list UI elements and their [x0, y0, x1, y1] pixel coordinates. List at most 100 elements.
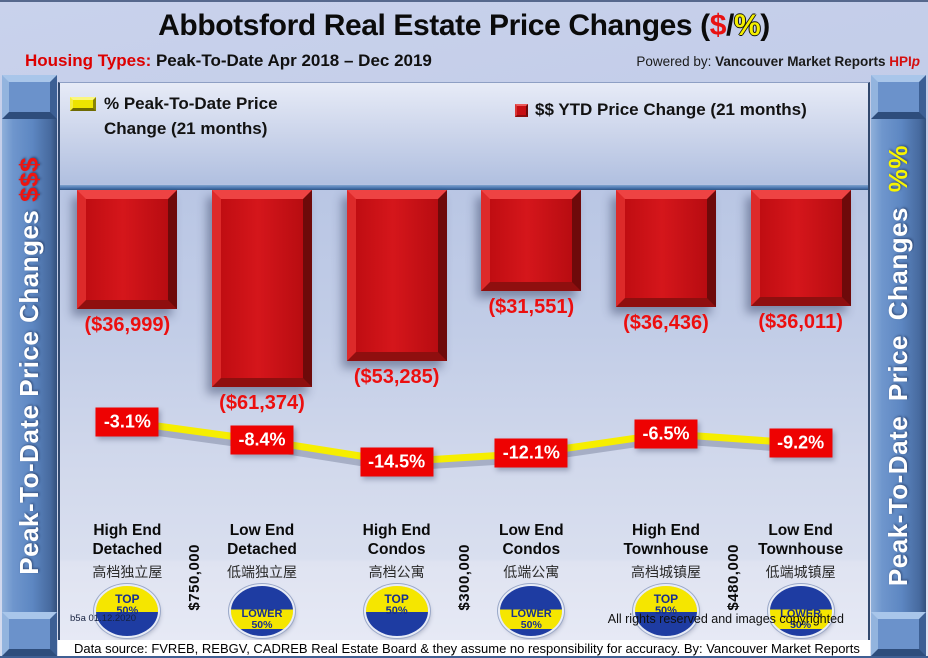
badge-text: 50% — [251, 618, 273, 631]
date-range-text: Peak-To-Date Apr 2018 – Dec 2019 — [151, 51, 432, 70]
percent-point-label: -6.5% — [634, 419, 698, 449]
datasource-text: Data source: FVREB, REBGV, CADREB Real E… — [74, 640, 860, 656]
percent-point-label: -12.1% — [494, 438, 568, 468]
datasource-strip: Data source: FVREB, REBGV, CADREB Real E… — [58, 640, 870, 656]
percent-point-label: -8.4% — [230, 425, 294, 455]
brand-hpi: HPI — [889, 54, 912, 69]
bar-value-label: ($31,551) — [488, 296, 575, 318]
lower-50-badge: LOWER 50% — [769, 585, 832, 636]
bar-value-label: ($53,285) — [353, 366, 440, 388]
top-50-badge: TOP 50% — [634, 585, 697, 636]
percent-series-swatch-icon — [70, 97, 96, 111]
right-bar-bottom-cap — [871, 612, 926, 656]
category-high-end-detached: High End Detached 高档独立屋 TOP 50% — [60, 520, 195, 641]
price-threshold-text: $480,000 — [724, 543, 742, 611]
category-name-chinese: 低端公寓 — [503, 563, 560, 580]
price-threshold-label: $750,000 — [178, 522, 212, 632]
legend-percent-line1: % Peak-To-Date Price — [104, 94, 278, 113]
dollar-series-swatch-icon — [515, 103, 528, 117]
bar-column: ($36,011) — [733, 190, 868, 520]
bar-series: ($36,999) ($61,374) ($53,285) ($31,551) ($36… — [60, 190, 868, 520]
right-bar-top-cap — [871, 75, 926, 119]
badge-text: 50% — [116, 604, 139, 617]
bar-value-label: ($36,011) — [758, 311, 843, 333]
version-note: b5a 01.12.2020 — [70, 613, 137, 624]
top-edge-line — [0, 0, 928, 2]
title-slash: / — [726, 9, 734, 42]
bar-value-label: ($61,374) — [219, 392, 305, 414]
bar-column: ($53,285) — [329, 190, 464, 520]
price-change-bar — [481, 190, 582, 291]
category-name-chinese: 低端城镇屋 — [765, 563, 836, 580]
legend-dollars-label: $$ YTD Price Change (21 months) — [535, 100, 807, 119]
badge-text: LOWER — [510, 607, 552, 620]
bar-column: ($61,374) — [195, 190, 330, 520]
right-axis-title: Peak-To-Date Price Changes %% — [883, 145, 914, 586]
powered-by-label: Powered by: — [636, 54, 716, 69]
right-axis-percent: %% — [883, 144, 913, 193]
category-axis: High End Detached 高档独立屋 TOP 50% Low End Detach… — [60, 520, 868, 641]
category-name: High End Detached — [92, 522, 163, 558]
zero-axis-line — [60, 185, 868, 190]
title-text: Abbotsford Real Estate Price Changes ( — [158, 9, 710, 42]
top-50-badge: TOP 50% — [96, 585, 159, 636]
bar-value-label: ($36,999) — [84, 314, 171, 336]
percent-point-label: -3.1% — [95, 407, 159, 437]
left-axis-title-text: Peak-To-Date Price Changes — [14, 201, 44, 575]
category-name-chinese: 低端独立屋 — [226, 563, 297, 580]
powered-by-name: Vancouver Market Reports — [715, 54, 890, 69]
title-percent-symbol: % — [733, 9, 761, 42]
category-name-chinese: 高档公寓 — [368, 563, 425, 580]
bottom-edge-line — [0, 656, 928, 658]
badge-text: 50% — [385, 604, 408, 617]
lower-50-badge: LOWER 50% — [500, 585, 563, 636]
bar-value-label: ($36,436) — [623, 312, 709, 334]
percent-point-label: -14.5% — [360, 447, 434, 477]
badge-text: 50% — [520, 618, 542, 631]
badge-text: 50% — [790, 618, 812, 631]
category-high-end-condos: High End Condos 高档公寓 TOP 50% — [329, 520, 464, 641]
powered-by: Powered by: Vancouver Market Reports HPI… — [636, 54, 920, 69]
page-title: Abbotsford Real Estate Price Changes ($/… — [0, 9, 928, 43]
left-bar-bottom-cap — [2, 612, 57, 656]
price-threshold-text: $300,000 — [455, 543, 473, 611]
housing-types-label: Housing Types: — [25, 51, 152, 70]
price-change-bar — [346, 190, 447, 361]
legend-percent-line2: Change (21 months) — [104, 118, 268, 138]
bar-column: ($31,551) — [464, 190, 599, 520]
lower-50-badge: LOWER 50% — [230, 585, 293, 636]
legend-percent-label: % Peak-To-Date Price Change (21 months) — [104, 92, 278, 141]
category-name-chinese: 高档城镇屋 — [630, 563, 701, 580]
rights-note: All rights reserved and images copyright… — [607, 612, 844, 626]
price-threshold-text: $750,000 — [186, 543, 204, 611]
title-close-paren: ) — [760, 9, 770, 42]
plot-area: ($36,999) ($61,374) ($53,285) ($31,551) ($36… — [60, 190, 868, 520]
title-dollar-symbol: $ — [709, 9, 727, 42]
category-low-end-detached: Low End Detached 低端独立屋 LOWER 50% — [195, 520, 330, 641]
left-axis-dollars: $$$ — [14, 156, 44, 202]
right-axis-title-text: Peak-To-Date Price Changes — [883, 192, 913, 587]
top-50-badge: TOP 50% — [365, 585, 428, 636]
price-change-bar — [615, 190, 716, 307]
category-low-end-townhouse: Low End Townhouse 低端城镇屋 LOWER 50% — [733, 520, 868, 641]
left-axis-bar: Peak-To-Date Price Changes $$$ — [2, 75, 57, 656]
bar-column: ($36,436) — [599, 190, 734, 520]
legend-item-percent: % Peak-To-Date Price Change (21 months) — [70, 92, 278, 141]
legend: % Peak-To-Date Price Change (21 months) … — [60, 83, 868, 185]
category-name: High End Townhouse — [623, 522, 709, 558]
category-high-end-townhouse: High End Townhouse 高档城镇屋 TOP 50% — [599, 520, 734, 641]
left-axis-title: Peak-To-Date Price Changes $$$ — [14, 157, 45, 575]
badge-text: 50% — [654, 604, 677, 617]
badge-text: LOWER — [780, 607, 822, 620]
price-change-bar — [750, 190, 851, 306]
badge-text: TOP — [115, 591, 140, 606]
price-threshold-label: $300,000 — [447, 522, 481, 632]
badge-text: TOP — [384, 591, 409, 606]
subtitle: Housing Types: Peak-To-Date Apr 2018 – D… — [25, 51, 432, 71]
right-axis-bar: Peak-To-Date Price Changes %% — [871, 75, 926, 656]
badge-text: LOWER — [241, 607, 283, 620]
category-low-end-condos: Low End Condos 低端公寓 LOWER 50% — [464, 520, 599, 641]
chart-panel: % Peak-To-Date Price Change (21 months) … — [58, 82, 870, 640]
price-change-bar — [77, 190, 178, 309]
category-name: High End Condos — [362, 522, 431, 558]
